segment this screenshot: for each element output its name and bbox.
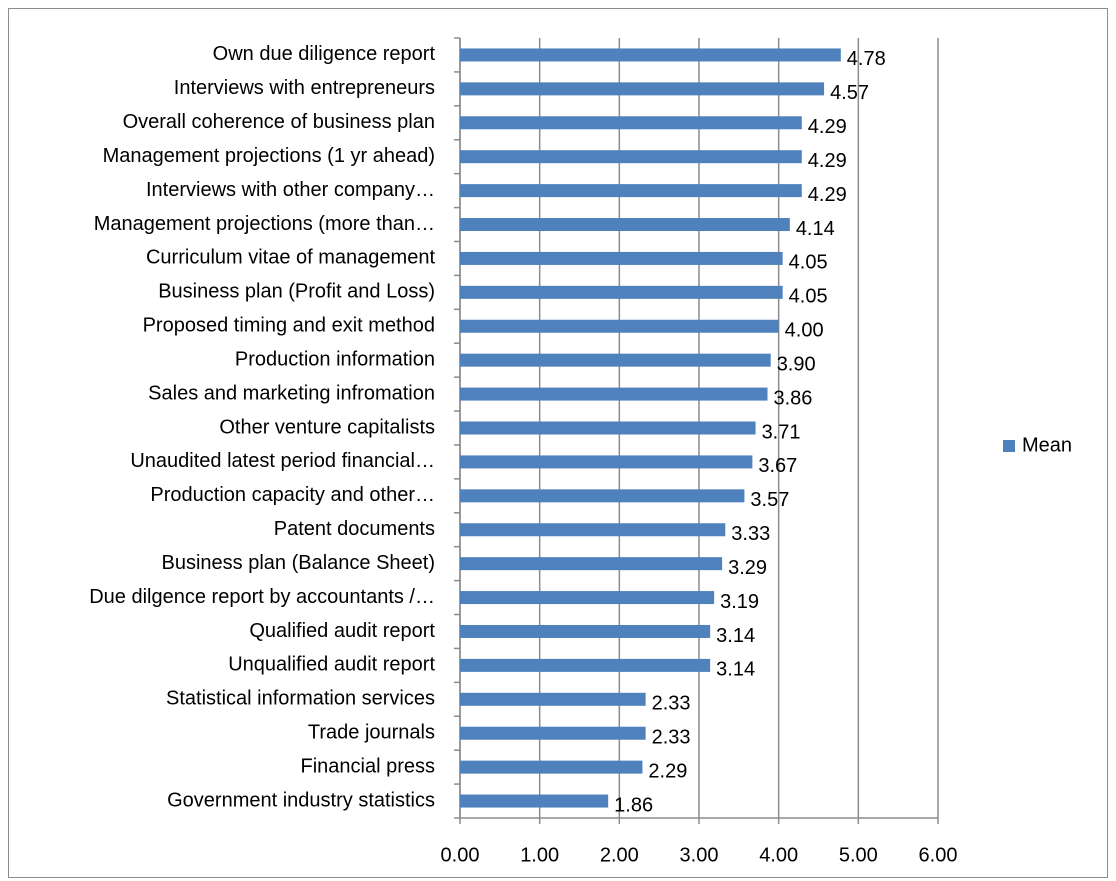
bar — [460, 760, 643, 774]
value-label: 4.29 — [808, 116, 847, 138]
x-tick-label: 0.00 — [441, 844, 480, 866]
x-tick-label: 6.00 — [919, 844, 958, 866]
y-tick-label: Production information — [235, 348, 435, 370]
y-tick-label: Business plan (Balance Sheet) — [162, 552, 436, 574]
value-label: 3.14 — [716, 659, 755, 681]
y-tick-label: Interviews with other company… — [146, 179, 435, 201]
bar — [460, 523, 726, 537]
bar — [460, 557, 723, 571]
y-tick-label: Sales and marketing infromation — [148, 382, 435, 404]
bar — [460, 285, 783, 299]
value-label: 4.05 — [789, 286, 828, 308]
y-tick-label: Curriculum vitae of management — [146, 247, 435, 269]
y-tick-label: Management projections (more than… — [94, 213, 435, 235]
bar — [460, 455, 753, 469]
bar — [460, 319, 779, 333]
bar — [460, 48, 841, 62]
x-tick-label: 4.00 — [759, 844, 798, 866]
value-label: 4.05 — [789, 252, 828, 274]
bar — [460, 591, 715, 605]
legend-swatch — [1003, 440, 1015, 452]
x-tick-label: 1.00 — [520, 844, 559, 866]
y-tick-label: Unqualified audit report — [228, 654, 435, 676]
value-label: 3.57 — [750, 489, 789, 511]
value-label: 4.29 — [808, 184, 847, 206]
y-tick-label: Production capacity and other… — [150, 484, 435, 506]
bar — [460, 184, 802, 198]
value-label: 4.78 — [847, 48, 886, 70]
y-tick-label: Patent documents — [274, 518, 435, 540]
x-tick-label: 5.00 — [839, 844, 878, 866]
value-label: 3.33 — [731, 523, 770, 545]
value-label: 2.29 — [648, 760, 687, 782]
y-tick-label: Qualified audit report — [249, 620, 435, 642]
value-label: 4.57 — [830, 82, 869, 104]
value-label: 2.33 — [652, 726, 691, 748]
y-tick-label: Other venture capitalists — [219, 416, 435, 438]
bar — [460, 726, 646, 740]
bar — [460, 624, 711, 638]
value-label: 1.86 — [614, 794, 653, 816]
y-tick-label: Business plan (Profit and Loss) — [158, 281, 435, 303]
value-label: 4.29 — [808, 150, 847, 172]
value-label: 3.14 — [716, 625, 755, 647]
y-tick-label: Management projections (1 yr ahead) — [103, 145, 435, 167]
value-label: 3.86 — [774, 387, 813, 409]
y-tick-label: Financial press — [300, 755, 435, 777]
x-tick-label: 2.00 — [600, 844, 639, 866]
value-label: 3.90 — [777, 353, 816, 375]
y-tick-label: Own due diligence report — [213, 43, 436, 65]
y-tick-label: Overall coherence of business plan — [123, 111, 435, 133]
bar — [460, 692, 646, 706]
value-label: 4.00 — [785, 320, 824, 342]
value-label: 4.14 — [796, 218, 835, 240]
y-tick-label: Government industry statistics — [167, 789, 435, 811]
y-tick-label: Due dilgence report by accountants /… — [89, 586, 435, 608]
bar — [460, 387, 768, 401]
bar — [460, 421, 756, 435]
bar — [460, 251, 783, 265]
value-label: 3.29 — [728, 557, 767, 579]
chart-border — [8, 8, 1108, 878]
x-tick-label: 3.00 — [680, 844, 719, 866]
y-tick-label: Statistical information services — [166, 688, 435, 710]
value-label: 3.19 — [720, 591, 759, 613]
bar — [460, 794, 609, 808]
value-label: 3.71 — [762, 421, 801, 443]
y-tick-label: Interviews with entrepreneurs — [174, 77, 435, 99]
bar — [460, 116, 802, 130]
legend-label: Mean — [1022, 434, 1072, 456]
y-tick-label: Proposed timing and exit method — [143, 315, 435, 337]
value-label: 3.67 — [758, 455, 797, 477]
y-tick-label: Trade journals — [308, 721, 435, 743]
bar — [460, 218, 790, 232]
bar — [460, 150, 802, 164]
bar — [460, 489, 745, 503]
value-label: 2.33 — [652, 693, 691, 715]
bar — [460, 82, 825, 96]
bar — [460, 353, 771, 367]
bar — [460, 658, 711, 672]
y-tick-label: Unaudited latest period financial… — [130, 450, 435, 472]
